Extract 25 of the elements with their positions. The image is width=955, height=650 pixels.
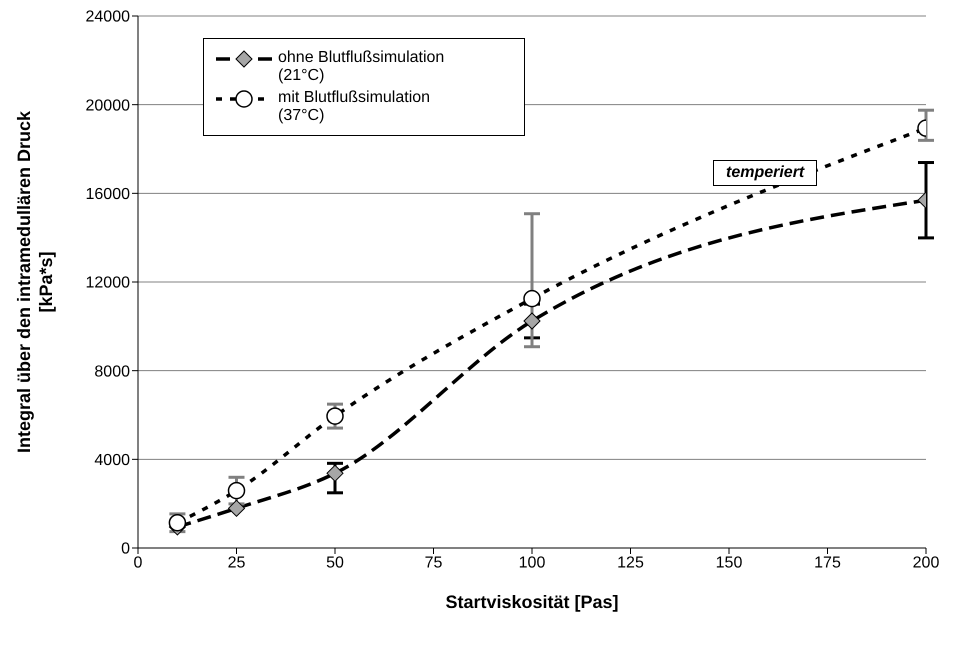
y-axis-title: Integral über den intramedullären Druck [kPa*s]	[14, 110, 56, 454]
x-tick-label: 150	[716, 554, 742, 572]
x-tick-label: 125	[617, 554, 644, 572]
y-tick-label: 20000	[86, 97, 130, 114]
legend-label: mit Blutflußsimulation (37°C)	[278, 89, 432, 125]
point	[326, 407, 344, 425]
point	[228, 500, 245, 517]
y-tick-label: 4000	[94, 452, 130, 470]
point	[228, 482, 246, 500]
y-tick-label: 0	[121, 540, 130, 558]
legend-label: ohne Blutflußsimulation (21°C)	[278, 49, 446, 85]
x-tick-label: 200	[912, 554, 940, 572]
x-axis-title: Startviskosität [Pas]	[445, 592, 619, 612]
x-tick-label: 0	[134, 554, 143, 572]
point	[326, 464, 344, 482]
x-tick-label: 25	[228, 554, 246, 572]
y-tick-label: 24000	[86, 8, 130, 26]
x-tick-label: 50	[326, 554, 344, 572]
y-tick-label: 12000	[86, 274, 130, 292]
x-tick-label: 75	[424, 554, 442, 572]
y-tick-label: 8000	[94, 363, 130, 380]
x-tick-label: 175	[814, 554, 841, 572]
annotation: temperiert	[713, 160, 818, 186]
x-tick-label: 100	[518, 554, 546, 572]
y-tick-label: 16000	[86, 186, 130, 204]
